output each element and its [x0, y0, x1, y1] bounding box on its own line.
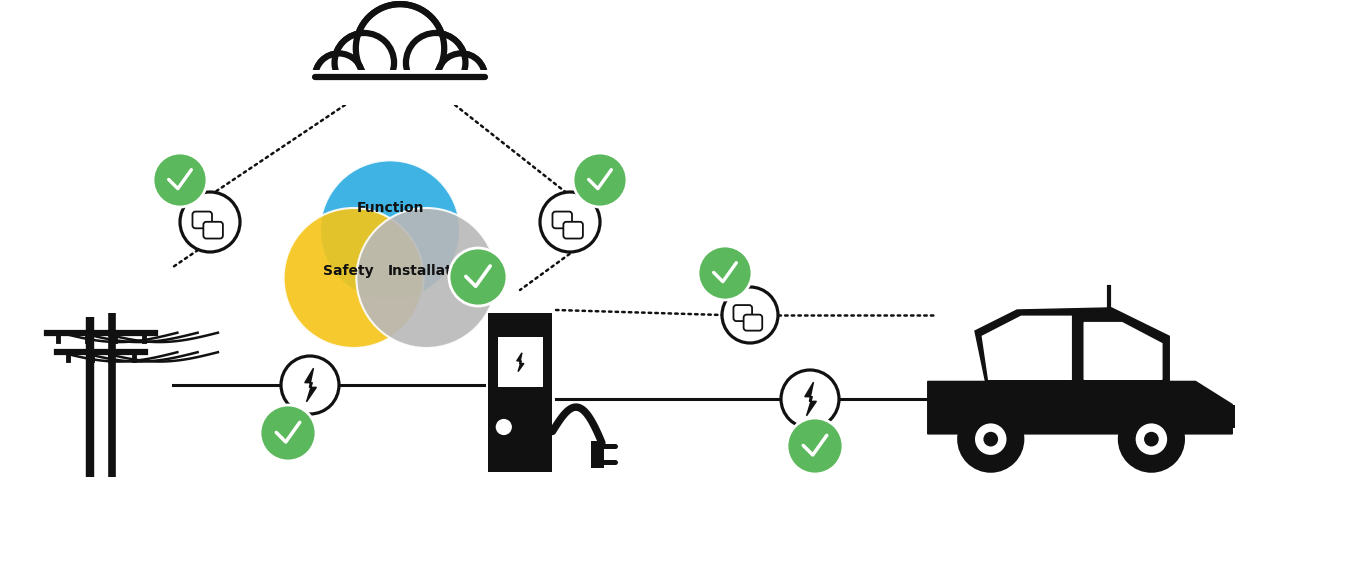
FancyBboxPatch shape: [744, 314, 763, 331]
Circle shape: [338, 36, 392, 90]
FancyBboxPatch shape: [204, 222, 223, 238]
Circle shape: [261, 405, 316, 461]
Circle shape: [180, 192, 240, 252]
Polygon shape: [1084, 323, 1162, 379]
Circle shape: [572, 153, 626, 207]
Circle shape: [1118, 406, 1185, 473]
Circle shape: [782, 370, 838, 428]
Circle shape: [320, 160, 460, 301]
Circle shape: [957, 406, 1025, 473]
Circle shape: [437, 54, 485, 101]
Circle shape: [315, 54, 363, 101]
Circle shape: [356, 4, 444, 92]
Text: Safety: Safety: [323, 264, 374, 278]
Circle shape: [787, 418, 842, 474]
Circle shape: [1135, 424, 1168, 455]
FancyBboxPatch shape: [733, 305, 752, 321]
Circle shape: [409, 36, 463, 90]
Polygon shape: [983, 316, 1073, 379]
Polygon shape: [305, 368, 316, 402]
Text: Installation: Installation: [387, 264, 477, 278]
Polygon shape: [517, 353, 524, 372]
Circle shape: [450, 248, 508, 306]
Bar: [487, 319, 552, 472]
FancyBboxPatch shape: [552, 212, 572, 228]
Circle shape: [153, 153, 207, 207]
Circle shape: [281, 356, 339, 414]
Polygon shape: [927, 381, 1233, 434]
Circle shape: [1143, 432, 1158, 447]
Bar: [487, 313, 552, 324]
Bar: [591, 440, 603, 467]
Circle shape: [317, 55, 360, 99]
Bar: [310, 70, 489, 105]
Circle shape: [983, 432, 998, 447]
Circle shape: [335, 33, 394, 92]
Circle shape: [406, 33, 466, 92]
FancyBboxPatch shape: [193, 212, 212, 228]
Circle shape: [440, 55, 483, 99]
Bar: [310, 65, 489, 91]
Circle shape: [360, 8, 440, 88]
Circle shape: [356, 208, 497, 348]
Circle shape: [495, 419, 512, 435]
Circle shape: [698, 246, 752, 300]
Bar: [498, 337, 543, 387]
FancyBboxPatch shape: [563, 222, 583, 238]
Circle shape: [284, 208, 424, 348]
Text: Function: Function: [356, 201, 424, 215]
Circle shape: [975, 424, 1007, 455]
Polygon shape: [805, 382, 817, 416]
Circle shape: [722, 287, 778, 343]
Bar: [1216, 404, 1235, 428]
Circle shape: [540, 192, 599, 252]
Polygon shape: [975, 308, 1169, 381]
